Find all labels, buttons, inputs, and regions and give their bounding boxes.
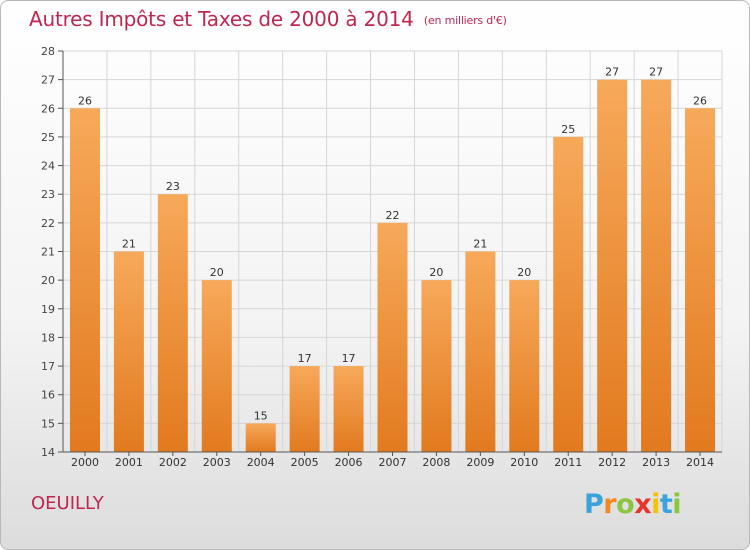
x-tick-label: 2007 [379, 456, 407, 469]
x-tick-label: 2011 [554, 456, 582, 469]
logo-letter: r [603, 489, 617, 520]
y-tick-label: 25 [41, 131, 55, 144]
bar [597, 79, 628, 453]
logo-letter: P [584, 489, 604, 520]
y-tick-label: 21 [41, 246, 55, 259]
logo-letter: t [659, 489, 673, 520]
bar [509, 280, 540, 452]
x-tick-label: 2013 [642, 456, 670, 469]
data-label: 26 [78, 94, 92, 107]
axes: 14 15 16 17 18 19 20 21 22 23 24 25 26 27 28 2000 2001 20… [41, 45, 722, 469]
bar [421, 280, 452, 452]
data-label: 25 [561, 123, 575, 136]
x-tick-label: 2000 [71, 456, 99, 469]
bar [69, 108, 100, 453]
bar [377, 222, 408, 452]
y-tick-label: 24 [41, 160, 55, 173]
logo-letter: o [616, 489, 635, 520]
y-tick-label: 22 [41, 217, 55, 230]
x-tick-label: 2010 [510, 456, 538, 469]
data-label: 20 [210, 266, 224, 279]
x-tick-label: 2004 [247, 456, 275, 469]
commune-name: OEUILLY [31, 493, 104, 514]
bar [289, 366, 320, 452]
y-tick-label: 18 [41, 331, 55, 344]
x-tick-label: 2008 [422, 456, 450, 469]
data-label: 15 [254, 409, 268, 422]
y-tick-label: 17 [41, 360, 55, 373]
bar [157, 194, 188, 452]
y-tick-label: 26 [41, 102, 55, 115]
logo-letter: i [672, 489, 682, 520]
y-tick-label: 14 [41, 446, 55, 459]
y-tick-label: 20 [41, 274, 55, 287]
data-label: 17 [298, 352, 312, 365]
y-tick-label: 27 [41, 74, 55, 87]
x-tick-label: 2009 [466, 456, 494, 469]
y-tick-label: 23 [41, 188, 55, 201]
bar [201, 280, 232, 452]
x-tick-label: 2014 [686, 456, 714, 469]
bar [113, 251, 144, 452]
x-tick-label: 2001 [115, 456, 143, 469]
data-label: 21 [122, 238, 136, 251]
chart-title-text: Autres Impôts et Taxes de 2000 à 2014 [29, 7, 414, 31]
data-label: 21 [473, 238, 487, 251]
chart-subtitle: (en milliers d'€) [423, 14, 507, 27]
y-tick-label: 28 [41, 45, 55, 58]
data-label: 22 [386, 209, 400, 222]
x-tick-label: 2003 [203, 456, 231, 469]
bar [641, 79, 672, 453]
data-label: 20 [517, 266, 531, 279]
logo-letter: x [634, 489, 652, 520]
y-tick-label: 19 [41, 303, 55, 316]
x-tick-label: 2012 [598, 456, 626, 469]
data-label: 27 [649, 66, 663, 79]
x-tick-label: 2005 [291, 456, 319, 469]
bars [69, 79, 716, 453]
chart-title: Autres Impôts et Taxes de 2000 à 2014 (e… [29, 7, 507, 31]
proxiti-logo: Proxiti [584, 489, 682, 520]
logo-letter: i [651, 489, 660, 520]
data-label: 26 [693, 94, 707, 107]
data-label: 20 [429, 266, 443, 279]
data-label: 23 [166, 180, 180, 193]
bar [465, 251, 496, 452]
data-labels: 26 21 23 20 15 17 17 22 20 21 20 25 27 27 26 [78, 66, 707, 423]
x-tick-label: 2006 [335, 456, 363, 469]
data-label: 27 [605, 66, 619, 79]
x-tick-label: 2002 [159, 456, 187, 469]
y-tick-label: 16 [41, 389, 55, 402]
data-label: 17 [342, 352, 356, 365]
bar [245, 423, 276, 452]
bar [333, 366, 364, 452]
bar [553, 136, 584, 452]
y-tick-label: 15 [41, 417, 55, 430]
bar [685, 108, 716, 453]
